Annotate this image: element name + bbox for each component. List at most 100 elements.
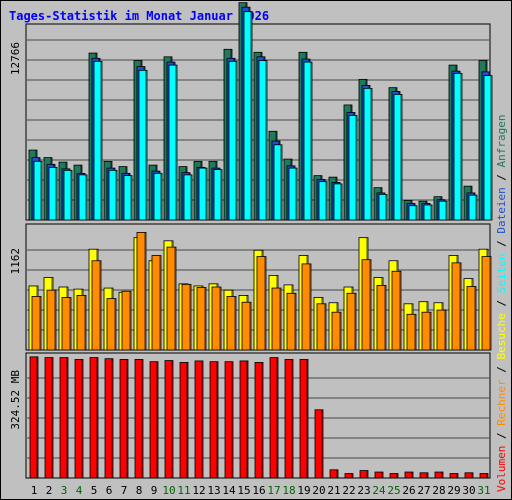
x-tick-label-9: 9 [151,484,158,497]
bar-bottom-volumen-11 [179,362,189,479]
bar-bottom-volumen-24 [374,471,384,479]
y-axis-max-label-top: 12766 [9,42,22,75]
x-tick-label-6: 6 [106,484,113,497]
x-tick-label-17: 17 [267,484,280,497]
bar-bottom-volumen-13 [209,361,219,479]
bar-bottom-volumen-1 [29,356,39,479]
bar-bottom-volumen-30 [464,472,474,479]
bar-top-seiten-19 [303,61,313,221]
legend-entry: Rechner [495,379,508,426]
x-tick-label-16: 16 [252,484,265,497]
bar-bottom-volumen-21 [329,469,339,479]
x-tick-label-2: 2 [46,484,53,497]
x-tick-label-21: 21 [327,484,340,497]
bar-top-seiten-16 [258,60,268,221]
bar-bottom-volumen-12 [194,360,204,479]
bar-top-seiten-5 [93,60,103,221]
bar-middle-rechner-25 [391,270,402,351]
bar-middle-rechner-23 [361,259,372,351]
x-tick-label-3: 3 [61,484,68,497]
bar-bottom-volumen-3 [59,357,69,479]
bar-top-seiten-9 [153,172,163,221]
bar-top-seiten-31 [483,75,493,221]
bar-top-seiten-21 [333,183,343,221]
bar-middle-rechner-15 [241,301,252,351]
bar-bottom-volumen-2 [44,357,54,479]
bar-middle-rechner-4 [76,295,87,351]
bar-middle-rechner-14 [226,296,237,351]
legend-entry: / [495,293,508,313]
legend-entry: / [495,167,508,187]
bar-middle-rechner-9 [151,255,162,351]
bar-top-seiten-11 [183,174,193,221]
bar-middle-rechner-22 [346,292,357,351]
series-legend: Volumen / Rechner / Besuche / Seiten / D… [495,114,508,492]
bar-bottom-volumen-8 [134,359,144,479]
x-tick-label-28: 28 [432,484,445,497]
bar-bottom-volumen-20 [314,409,324,479]
bar-middle-rechner-29 [451,262,462,351]
bar-bottom-volumen-25 [389,473,399,479]
bar-middle-rechner-17 [271,287,282,351]
x-tick-label-11: 11 [177,484,190,497]
legend-entry: Besuche [495,313,508,359]
bar-top-seiten-3 [63,169,73,221]
bar-bottom-volumen-10 [164,360,174,479]
bar-top-seiten-27 [423,204,433,221]
chart-title: Tages-Statistik im Monat Januar 2026 [9,9,270,23]
x-tick-label-26: 26 [402,484,415,497]
bar-bottom-volumen-19 [299,359,309,479]
bar-bottom-volumen-31 [479,473,489,479]
bar-top-seiten-6 [108,169,118,221]
bar-top-seiten-10 [168,64,178,221]
x-tick-label-14: 14 [222,484,236,497]
bar-bottom-volumen-18 [284,359,294,479]
bar-top-seiten-1 [33,160,43,221]
bar-top-seiten-14 [228,60,238,221]
bar-bottom-volumen-7 [119,359,129,479]
bar-top-seiten-20 [318,181,328,221]
legend-entry: Seiten [495,254,508,294]
bar-bottom-volumen-29 [449,473,459,479]
bar-middle-rechner-19 [301,263,312,351]
legend-entry: / [495,234,508,254]
x-tick-label-31: 31 [477,484,490,497]
bar-middle-rechner-5 [91,260,102,351]
x-tick-label-1: 1 [31,484,38,497]
bar-bottom-volumen-6 [104,358,114,479]
bar-top-seiten-28 [438,200,448,221]
x-tick-label-27: 27 [417,484,430,497]
x-tick-label-4: 4 [76,484,83,497]
x-tick-label-8: 8 [136,484,143,497]
bar-top-seiten-17 [273,144,283,221]
bar-middle-rechner-7 [121,290,132,351]
bar-top-seiten-25 [393,94,403,221]
bar-top-seiten-2 [48,166,58,221]
bar-bottom-volumen-16 [254,362,264,479]
bar-top-seiten-29 [453,72,463,221]
bar-top-seiten-13 [213,169,223,221]
legend-entry: / [495,426,508,446]
x-tick-label-25: 25 [387,484,400,497]
bar-middle-rechner-6 [106,298,117,351]
legend-entry: / [495,360,508,380]
bar-bottom-volumen-5 [89,357,99,479]
bar-middle-rechner-28 [436,309,447,351]
bar-bottom-volumen-28 [434,471,444,479]
bar-bottom-volumen-22 [344,473,354,479]
bar-bottom-volumen-23 [359,470,369,479]
bar-middle-rechner-11 [181,283,192,351]
bar-bottom-volumen-26 [404,471,414,479]
legend-entry: Dateien [495,187,508,233]
x-tick-label-10: 10 [162,484,175,497]
x-tick-label-18: 18 [282,484,295,497]
bar-top-seiten-22 [348,115,358,221]
bar-bottom-volumen-4 [74,359,84,479]
x-tick-label-20: 20 [312,484,325,497]
bar-middle-rechner-2 [46,289,57,351]
x-tick-label-30: 30 [462,484,475,497]
bar-middle-rechner-3 [61,297,72,351]
y-axis-max-label-middle: 1162 [9,248,22,275]
bar-top-seiten-7 [123,175,133,221]
